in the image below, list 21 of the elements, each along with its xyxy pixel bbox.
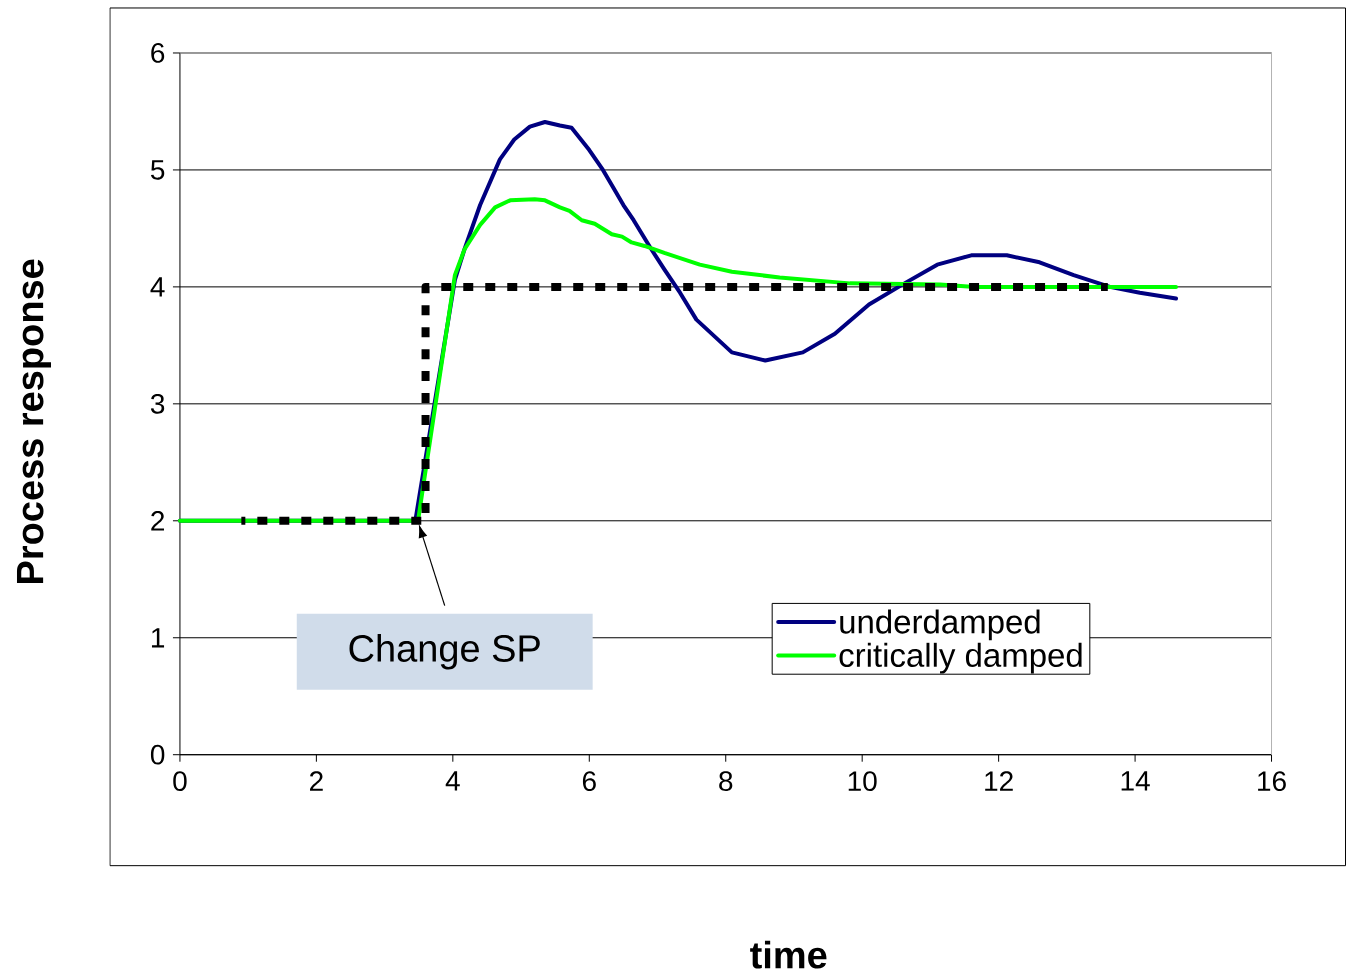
y-tick-label: 5 bbox=[150, 160, 165, 180]
y-tick-label: 3 bbox=[150, 394, 165, 414]
y-tick-label: 4 bbox=[150, 277, 165, 297]
x-tick-label: 14 bbox=[1121, 771, 1150, 791]
x-tick-label: 4 bbox=[445, 771, 460, 791]
annotation: Change SP bbox=[349, 634, 540, 670]
x-tick-label: 6 bbox=[582, 771, 596, 792]
y-tick-label: 2 bbox=[151, 511, 164, 531]
y-tick-label: 0 bbox=[150, 745, 165, 765]
x-tick-label: 12 bbox=[985, 771, 1013, 791]
x-tick-label: 0 bbox=[173, 771, 187, 792]
x-tick-label: 2 bbox=[310, 771, 323, 791]
legend-label: underdamped bbox=[840, 609, 1040, 641]
legend-label: critically damped bbox=[839, 642, 1082, 674]
x-tick-label: 8 bbox=[719, 771, 733, 792]
y-tick-label: 1 bbox=[151, 628, 165, 648]
y-axis-title: Process response bbox=[16, 259, 52, 584]
x-tick-label: 16 bbox=[1258, 771, 1286, 792]
x-axis-title: time bbox=[750, 940, 827, 969]
x-tick-label: 10 bbox=[848, 771, 877, 792]
y-tick-label: 6 bbox=[151, 43, 165, 64]
